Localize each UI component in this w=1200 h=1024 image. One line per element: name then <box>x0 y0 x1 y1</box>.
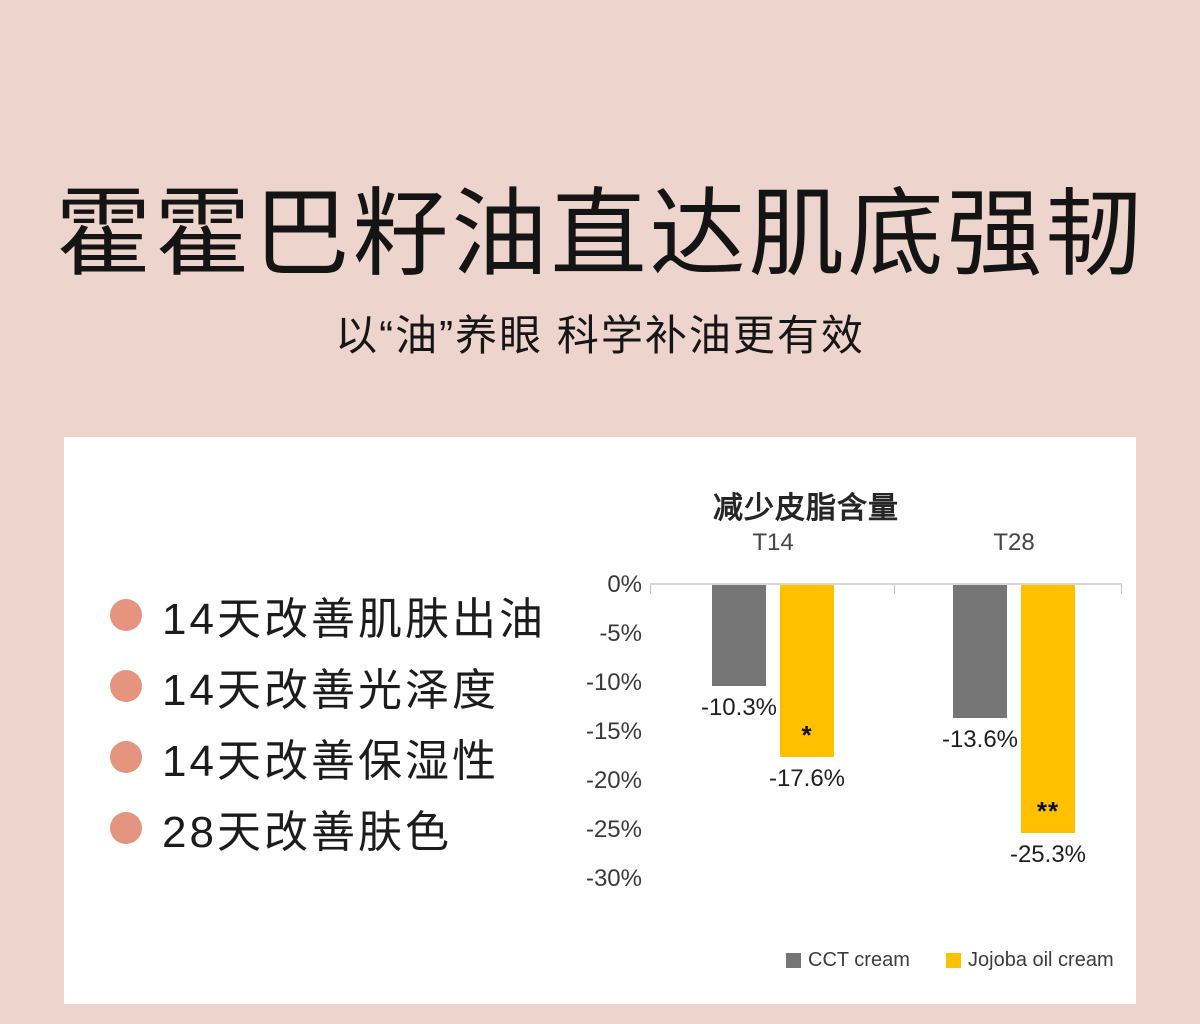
axis-tick <box>1121 585 1122 594</box>
page-title: 霍霍巴籽油直达肌底强韧 <box>55 181 1145 289</box>
legend-swatch <box>786 953 801 968</box>
bullet-dot-icon <box>110 812 142 844</box>
bar-value-label: -25.3% <box>1009 840 1087 868</box>
category-label-t14: T14 <box>752 529 794 556</box>
bar-cct-cream-t14 <box>712 585 766 686</box>
list-item: 14天改善保湿性 <box>110 733 546 786</box>
bullet-dot-icon <box>110 599 142 631</box>
list-item: 28天改善肤色 <box>110 804 546 857</box>
axis-tick <box>650 585 651 594</box>
y-tick-label: -10% <box>585 669 642 696</box>
benefit-list: 14天改善肌肤出油 14天改善光泽度 14天改善保湿性 28天改善肤色 <box>110 591 546 875</box>
bar-jojoba-oil-cream-t28: ** <box>1021 585 1075 833</box>
y-tick-label: -5% <box>599 620 642 647</box>
bar-cct-cream-t28 <box>953 585 1007 719</box>
legend-entry-cct-cream: CCT cream <box>786 949 910 972</box>
bullet-dot-icon <box>110 670 142 702</box>
bar-jojoba-oil-cream-t14: * <box>780 585 834 758</box>
bar-value-label: -13.6% <box>941 726 1019 754</box>
list-item: 14天改善光泽度 <box>110 662 546 715</box>
benefit-text: 14天改善光泽度 <box>162 666 499 715</box>
page-subtitle: 以“油”养眼 科学补油更有效 <box>335 311 865 359</box>
legend-label: CCT cream <box>808 949 910 971</box>
content-card: 14天改善肌肤出油 14天改善光泽度 14天改善保湿性 28天改善肤色 减少皮脂… <box>64 437 1136 1004</box>
y-tick-label: -25% <box>585 816 642 843</box>
bar-chart: 减少皮脂含量 T14 T28 0% -5% -10% -15% -20% -25% -30%… <box>64 437 1136 1004</box>
bullet-dot-icon <box>110 741 142 773</box>
benefit-text: 28天改善肤色 <box>162 808 452 857</box>
plot-area: -10.3% * -17.6% -13.6% ** -25.3% <box>650 583 1122 879</box>
legend-label: Jojoba oil cream <box>968 949 1114 971</box>
significance-marker: ** <box>1036 795 1060 826</box>
y-tick-label: -30% <box>585 865 642 892</box>
y-axis-labels: 0% -5% -10% -15% -20% -25% -30% <box>64 437 642 1004</box>
chart-title: 减少皮脂含量 <box>713 491 899 526</box>
legend-swatch <box>946 953 961 968</box>
y-tick-label: -20% <box>585 767 642 794</box>
y-tick-label: -15% <box>585 718 642 745</box>
bar-value-label: -17.6% <box>768 765 846 793</box>
benefit-text: 14天改善肌肤出油 <box>162 595 546 644</box>
significance-marker: * <box>801 720 813 751</box>
category-label-t28: T28 <box>993 529 1035 556</box>
legend-entry-jojoba-oil-cream: Jojoba oil cream <box>946 949 1114 972</box>
benefit-text: 14天改善保湿性 <box>162 737 499 786</box>
axis-tick <box>894 585 895 594</box>
list-item: 14天改善肌肤出油 <box>110 591 546 644</box>
y-tick-label: 0% <box>607 571 642 598</box>
bar-value-label: -10.3% <box>700 693 778 721</box>
